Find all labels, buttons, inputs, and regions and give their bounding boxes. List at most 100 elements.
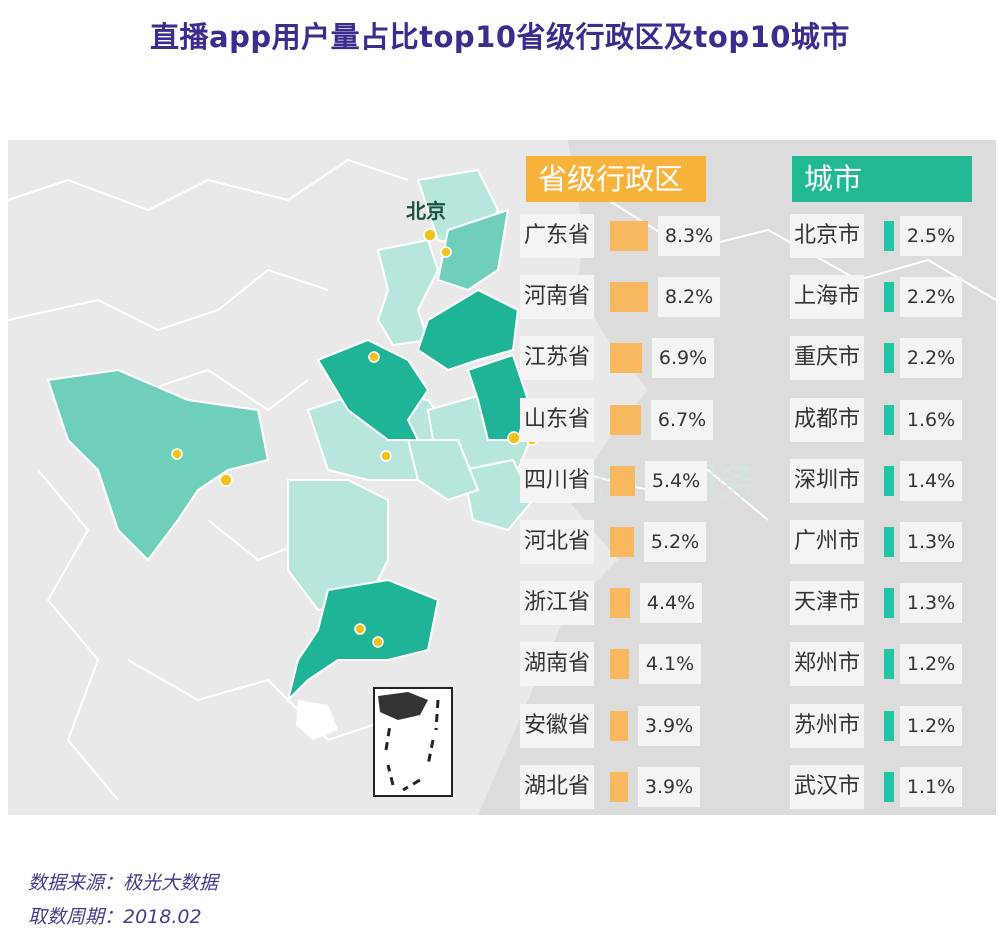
province-value-label: 5.4%: [645, 460, 707, 501]
province-label: 江苏省: [520, 336, 594, 381]
city-label: 上海市: [790, 275, 864, 320]
province-value-label: 6.9%: [652, 338, 714, 379]
province-bar: [610, 527, 634, 557]
city-bar: [884, 343, 894, 374]
city-row: 上海市 2.2%: [790, 275, 970, 320]
city-label: 北京市: [790, 214, 864, 258]
province-label: 安徽省: [520, 703, 594, 748]
map-provinces-medium: [46, 208, 510, 562]
province-row: 四川省 5.4%: [520, 458, 720, 503]
city-dot-tianjin: [440, 246, 452, 258]
province-value-label: 6.7%: [651, 399, 713, 440]
city-row: 深圳市 1.4%: [790, 458, 970, 503]
city-bar: [884, 588, 894, 619]
map-provinces-light: [287, 168, 540, 612]
city-bar: [884, 710, 894, 741]
city-label: 天津市: [790, 581, 864, 626]
province-label: 河南省: [520, 275, 594, 320]
city-value-label: 1.3%: [900, 583, 962, 624]
city-header: 城市: [792, 156, 972, 202]
province-value-label: 4.1%: [639, 644, 701, 685]
province-value-label: 3.9%: [638, 766, 700, 807]
city-bar: [884, 771, 894, 802]
province-value-label: 3.9%: [638, 705, 700, 746]
province-bar: [610, 221, 648, 251]
city-label: 深圳市: [790, 458, 864, 503]
province-row: 安徽省 3.9%: [520, 703, 720, 748]
city-dots: [171, 228, 538, 648]
city-bar: [884, 221, 894, 251]
city-row: 郑州市 1.2%: [790, 642, 970, 687]
city-dot-zhengzhou: [368, 351, 380, 363]
province-label: 山东省: [520, 397, 594, 442]
city-label: 苏州市: [790, 703, 864, 748]
province-row: 山东省 6.7%: [520, 397, 720, 442]
city-label: 重庆市: [790, 336, 864, 381]
beijing-label: 北京: [406, 199, 446, 223]
city-bar: [884, 465, 894, 496]
province-header: 省级行政区: [526, 156, 706, 202]
sea-area: [478, 140, 996, 815]
south-china-sea-inset: [373, 687, 453, 797]
city-value-label: 2.2%: [900, 338, 962, 379]
province-label: 河北省: [520, 520, 594, 564]
province-bar: [610, 343, 642, 374]
province-bar: [610, 771, 628, 802]
city-row: 广州市 1.3%: [790, 520, 970, 564]
province-bar: [610, 649, 629, 680]
city-dot-suzhou: [507, 431, 521, 445]
city-bar: [884, 527, 894, 557]
province-row: 江苏省 6.9%: [520, 336, 720, 381]
city-label: 广州市: [790, 520, 864, 564]
province-bar: [610, 710, 628, 741]
city-row: 苏州市 1.2%: [790, 703, 970, 748]
city-bar: [884, 404, 894, 435]
province-label: 浙江省: [520, 581, 594, 626]
city-dot-shenzhen: [372, 636, 384, 648]
province-label: 湖南省: [520, 642, 594, 687]
city-bar: [884, 282, 894, 313]
province-label: 湖北省: [520, 764, 594, 809]
province-row: 浙江省 4.4%: [520, 581, 720, 626]
city-row: 武汉市 1.1%: [790, 764, 970, 809]
city-value-label: 2.5%: [900, 216, 962, 256]
province-value-label: 4.4%: [640, 583, 702, 624]
province-bar: [610, 465, 635, 496]
province-value-label: 5.2%: [644, 522, 706, 562]
city-label: 武汉市: [790, 764, 864, 809]
city-value-label: 1.2%: [900, 644, 962, 685]
province-row: 河北省 5.2%: [520, 520, 720, 564]
city-row: 北京市 2.5%: [790, 214, 970, 258]
city-value-label: 1.1%: [900, 766, 962, 807]
period-note: 取数周期：2018.02: [28, 906, 202, 928]
city-dot-chengdu: [171, 448, 183, 460]
city-row: 重庆市 2.2%: [790, 336, 970, 381]
city-value-label: 1.6%: [900, 399, 962, 440]
province-bar: [610, 588, 630, 619]
province-row: 湖南省 4.1%: [520, 642, 720, 687]
province-bar: [610, 282, 648, 313]
province-row: 河南省 8.2%: [520, 275, 720, 320]
source-note: 数据来源：极光大数据: [28, 872, 219, 894]
city-row: 天津市 1.3%: [790, 581, 970, 626]
province-row: 广东省 8.3%: [520, 214, 720, 258]
city-dot-guangzhou: [354, 623, 366, 635]
city-dot-wuhan: [380, 450, 392, 462]
map-provinces-dark: [286, 288, 530, 704]
province-label: 广东省: [520, 214, 594, 258]
city-label: 郑州市: [790, 642, 864, 687]
province-value-label: 8.2%: [658, 277, 720, 318]
page-title: 直播app用户量占比top10省级行政区及top10城市: [150, 20, 850, 54]
province-label: 四川省: [520, 458, 594, 503]
city-value-label: 1.3%: [900, 522, 962, 562]
hainan-island: [296, 700, 338, 740]
city-dot-chongqing: [219, 473, 233, 487]
city-dot-beijing: [423, 228, 437, 242]
city-bar: [884, 649, 894, 680]
city-label: 成都市: [790, 397, 864, 442]
city-value-label: 1.2%: [900, 705, 962, 746]
city-value-label: 1.4%: [900, 460, 962, 501]
province-bar: [610, 404, 641, 435]
province-row: 湖北省 3.9%: [520, 764, 720, 809]
city-value-label: 2.2%: [900, 277, 962, 318]
